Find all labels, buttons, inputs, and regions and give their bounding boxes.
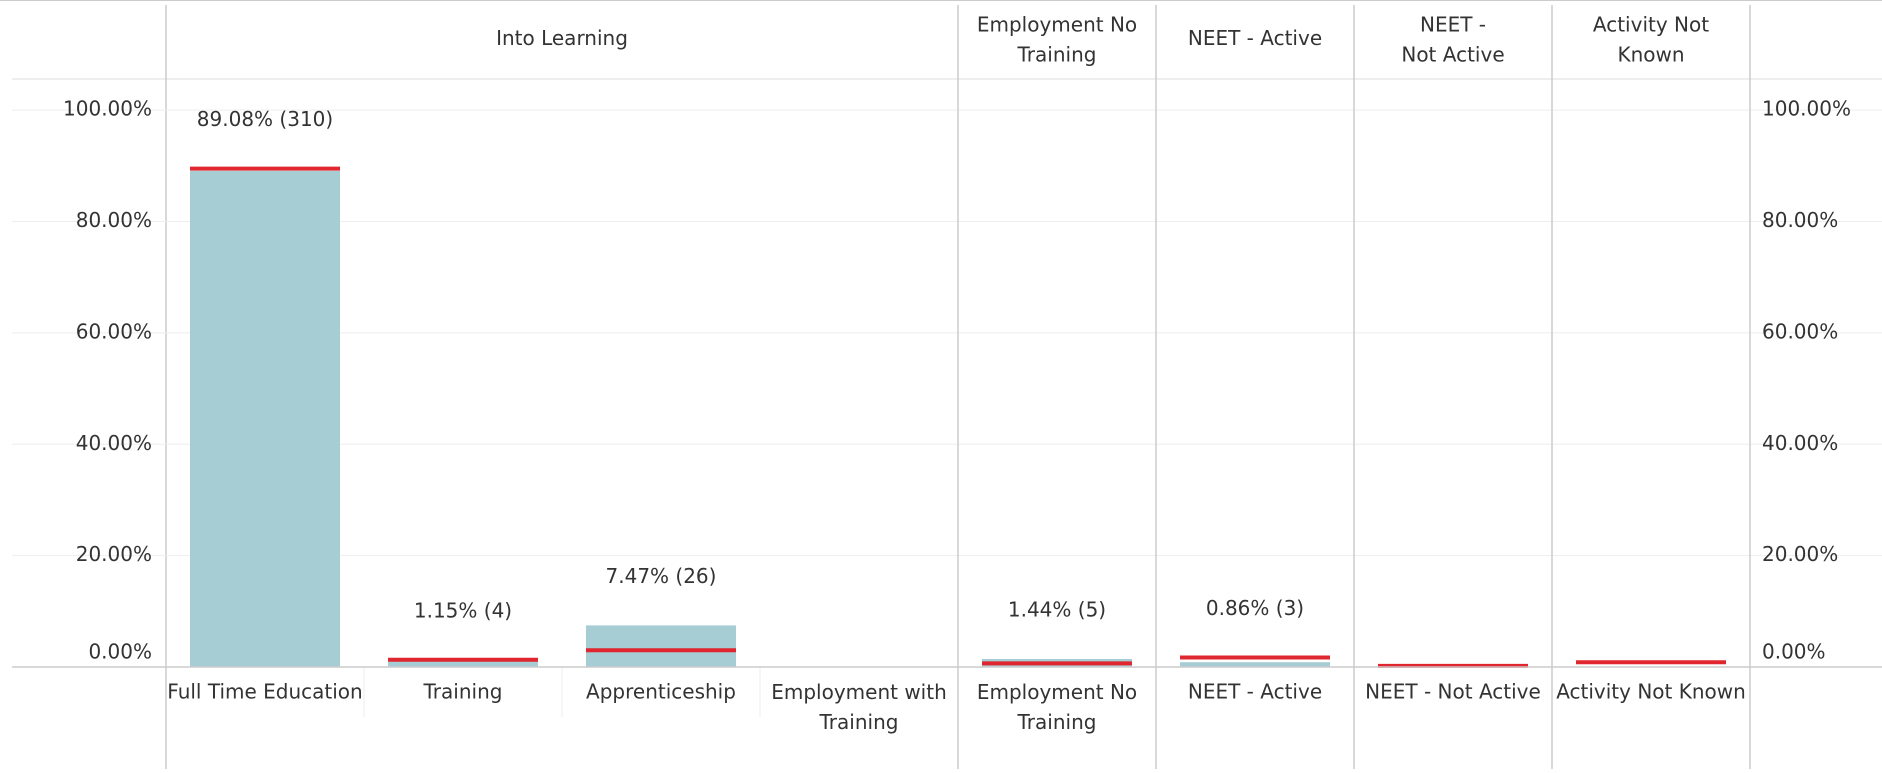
x-tick-label: Employment No Training: [977, 680, 1137, 734]
y2-tick-label: 20.00%: [1762, 542, 1838, 566]
x-tick-label: Employment with Training: [771, 680, 947, 734]
group-header: Into Learning: [496, 26, 628, 50]
y2-tick-label: 40.00%: [1762, 431, 1838, 455]
y-tick-label: 100.00%: [63, 97, 152, 121]
x-tick-label: NEET - Not Active: [1365, 680, 1541, 704]
x-tick-label: Training: [423, 680, 503, 704]
group-header: NEET - Active: [1188, 26, 1322, 50]
y2-tick-label: 100.00%: [1762, 97, 1851, 121]
y-tick-label: 40.00%: [76, 431, 152, 455]
y2-tick-label: 80.00%: [1762, 208, 1838, 232]
value-label: 0.86% (3): [1206, 596, 1304, 620]
value-label: 1.44% (5): [1008, 597, 1106, 621]
bar: [190, 170, 340, 667]
value-label: 1.15% (4): [414, 598, 512, 622]
bar: [1180, 662, 1330, 667]
x-tick-label: Apprenticeship: [586, 680, 736, 704]
y2-tick-label: 60.00%: [1762, 319, 1838, 343]
bar: [586, 625, 736, 667]
group-header: Activity Not Known: [1593, 12, 1709, 66]
y-tick-label: 20.00%: [76, 542, 152, 566]
y-tick-label: 0.00%: [88, 640, 152, 664]
x-tick-label: NEET - Active: [1188, 680, 1322, 704]
group-header: NEET -Not Active: [1401, 12, 1504, 66]
x-tick-label: Full Time Education: [167, 680, 362, 704]
value-label: 7.47% (26): [606, 564, 717, 588]
value-label: 89.08% (310): [197, 107, 333, 131]
y-tick-label: 80.00%: [76, 208, 152, 232]
y2-tick-label: 0.00%: [1762, 640, 1826, 664]
bar: [388, 660, 538, 667]
group-header: Employment No Training: [977, 12, 1137, 66]
x-tick-label: Activity Not Known: [1556, 680, 1746, 704]
y-tick-label: 60.00%: [76, 319, 152, 343]
